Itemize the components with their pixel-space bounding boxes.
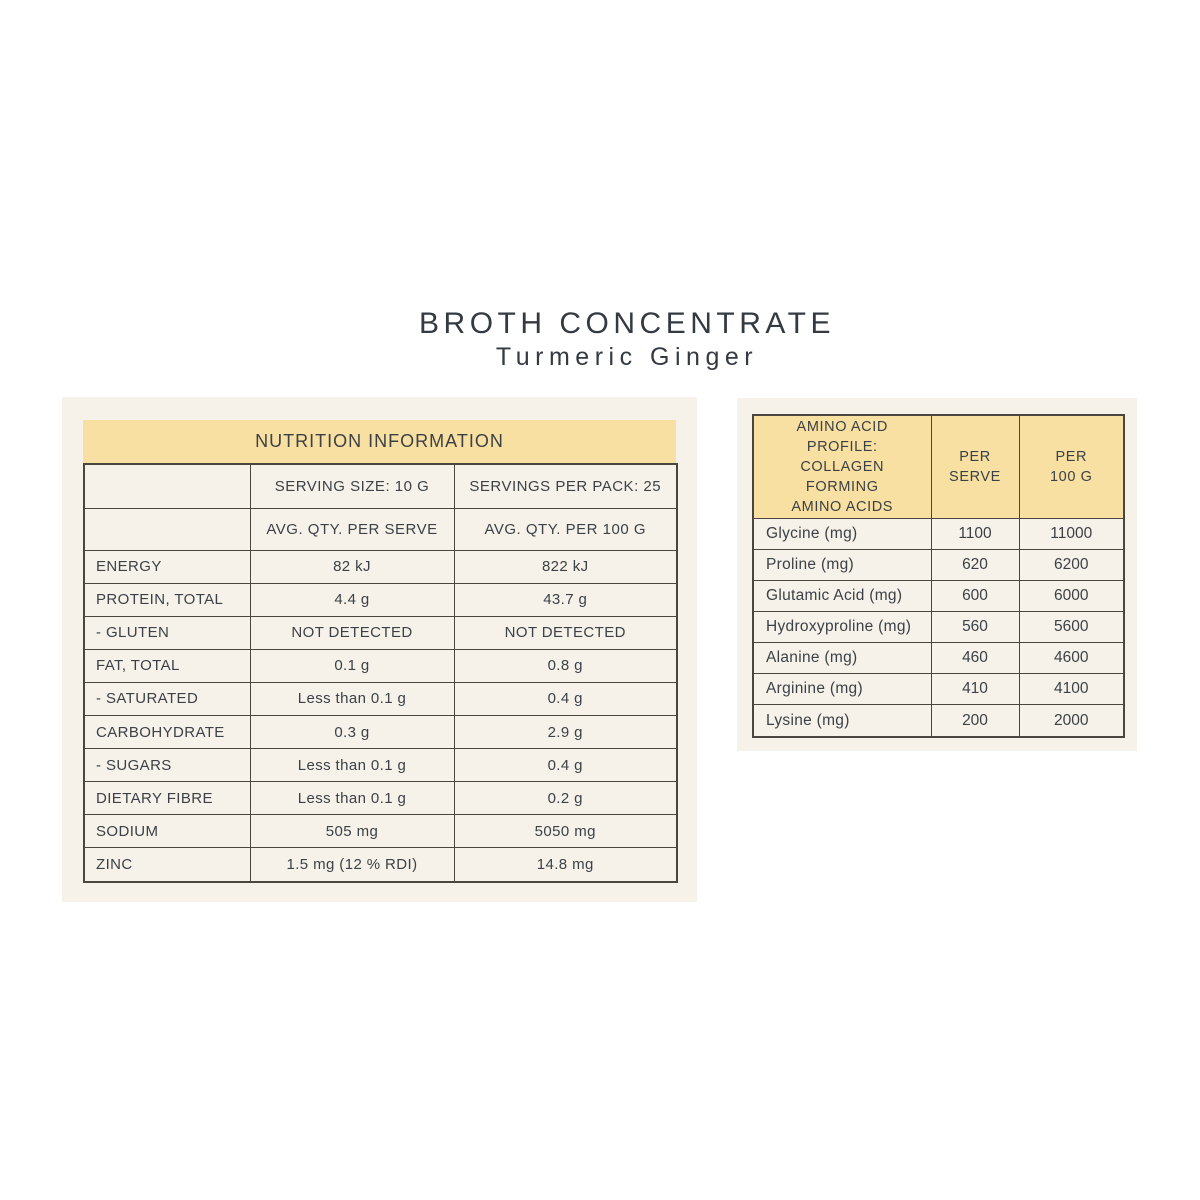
value-per-serve: 4.4 g — [249, 582, 455, 617]
serving-size-cell: SERVING SIZE: 10 G — [249, 463, 455, 509]
nutrition-table: SERVING SIZE: 10 G SERVINGS PER PACK: 25… — [83, 463, 678, 883]
avg-qty-header-row: AVG. QTY. PER SERVE AVG. QTY. PER 100 G — [83, 507, 678, 551]
amino-acid-panel: AMINO ACID PROFILE: COLLAGEN FORMING AMI… — [737, 398, 1137, 751]
header-line: PER — [959, 448, 991, 465]
value-per-serve: 0.3 g — [249, 714, 455, 750]
table-row-protein: PROTEIN, TOTAL 4.4 g 43.7 g — [83, 582, 678, 617]
per-serve-header-cell: PER SERVE — [930, 414, 1020, 519]
serving-header-row: SERVING SIZE: 10 G SERVINGS PER PACK: 25 — [83, 463, 678, 509]
nutrient-label: - SUGARS — [83, 748, 251, 783]
nutrient-label: SODIUM — [83, 814, 251, 849]
value-per-100g: 14.8 mg — [453, 847, 678, 883]
table-row-fat: FAT, TOTAL 0.1 g 0.8 g — [83, 648, 678, 683]
amino-acid-table: AMINO ACID PROFILE: COLLAGEN FORMING AMI… — [752, 414, 1125, 738]
table-row-saturated: - SATURATED Less than 0.1 g 0.4 g — [83, 681, 678, 716]
amino-per-serve: 600 — [930, 579, 1020, 612]
nutrition-table-wrap: NUTRITION INFORMATION SERVING SIZE: 10 G… — [83, 420, 678, 883]
amino-label: Glutamic Acid (mg) — [752, 579, 932, 612]
nutrient-label: CARBOHYDRATE — [83, 714, 251, 750]
nutrient-label: FAT, TOTAL — [83, 648, 251, 683]
table-row-gluten: - GLUTEN NOT DETECTED NOT DETECTED — [83, 615, 678, 650]
value-per-serve: 1.5 mg (12 % RDI) — [249, 847, 455, 883]
value-per-100g: 0.8 g — [453, 648, 678, 683]
empty-cell — [83, 507, 251, 551]
table-row-energy: ENERGY 82 kJ 822 kJ — [83, 549, 678, 584]
table-row-zinc: ZINC 1.5 mg (12 % RDI) 14.8 mg — [83, 847, 678, 883]
amino-per-100g: 4600 — [1018, 642, 1125, 675]
value-per-serve: Less than 0.1 g — [249, 748, 455, 783]
avg-qty-per-100g-cell: AVG. QTY. PER 100 G — [453, 507, 678, 551]
table-row-carbohydrate: CARBOHYDRATE 0.3 g 2.9 g — [83, 714, 678, 750]
value-per-100g: 5050 mg — [453, 814, 678, 849]
table-row-alanine: Alanine (mg) 460 4600 — [752, 642, 1125, 675]
table-row-dietary-fibre: DIETARY FIBRE Less than 0.1 g 0.2 g — [83, 781, 678, 816]
amino-label: Arginine (mg) — [752, 673, 932, 706]
table-row-glycine: Glycine (mg) 1100 11000 — [752, 517, 1125, 550]
value-per-100g: 0.4 g — [453, 681, 678, 716]
amino-per-100g: 11000 — [1018, 517, 1125, 550]
per-100g-header-cell: PER 100 G — [1018, 414, 1125, 519]
amino-per-serve: 1100 — [930, 517, 1020, 550]
amino-per-serve: 560 — [930, 610, 1020, 644]
value-per-100g: 0.4 g — [453, 748, 678, 783]
product-title: BROTH CONCENTRATE — [419, 307, 835, 340]
value-per-serve: 505 mg — [249, 814, 455, 849]
amino-per-serve: 620 — [930, 548, 1020, 581]
amino-label: Lysine (mg) — [752, 704, 932, 738]
amino-per-100g: 6000 — [1018, 579, 1125, 612]
value-per-100g: 822 kJ — [453, 549, 678, 584]
nutrient-label: DIETARY FIBRE — [83, 781, 251, 816]
table-row-hydroxyproline: Hydroxyproline (mg) 560 5600 — [752, 610, 1125, 644]
table-row-sodium: SODIUM 505 mg 5050 mg — [83, 814, 678, 849]
header-line: COLLAGEN — [800, 458, 885, 475]
product-flavour-subtitle: Turmeric Ginger — [495, 343, 759, 371]
amino-per-100g: 4100 — [1018, 673, 1125, 706]
amino-label: Alanine (mg) — [752, 642, 932, 675]
nutrient-label: ENERGY — [83, 549, 251, 584]
nutrient-label: PROTEIN, TOTAL — [83, 582, 251, 617]
amino-label: Proline (mg) — [752, 548, 932, 581]
value-per-100g: 43.7 g — [453, 582, 678, 617]
header-line: PROFILE: — [806, 438, 878, 455]
amino-per-100g: 6200 — [1018, 548, 1125, 581]
table-row-sugars: - SUGARS Less than 0.1 g 0.4 g — [83, 748, 678, 783]
value-per-100g: 0.2 g — [453, 781, 678, 816]
header-line: AMINO ACIDS — [791, 498, 894, 515]
table-row-glutamic-acid: Glutamic Acid (mg) 600 6000 — [752, 579, 1125, 612]
nutrition-information-band: NUTRITION INFORMATION — [83, 420, 676, 463]
amino-per-serve: 200 — [930, 704, 1020, 738]
nutrient-label: - SATURATED — [83, 681, 251, 716]
table-row-arginine: Arginine (mg) 410 4100 — [752, 673, 1125, 706]
value-per-serve: 0.1 g — [249, 648, 455, 683]
nutrient-label: - GLUTEN — [83, 615, 251, 650]
amino-per-serve: 460 — [930, 642, 1020, 675]
nutrition-panel: NUTRITION INFORMATION SERVING SIZE: 10 G… — [62, 397, 697, 902]
value-per-serve: Less than 0.1 g — [249, 681, 455, 716]
value-per-serve: Less than 0.1 g — [249, 781, 455, 816]
table-row-lysine: Lysine (mg) 200 2000 — [752, 704, 1125, 738]
amino-label: Glycine (mg) — [752, 517, 932, 550]
amino-per-serve: 410 — [930, 673, 1020, 706]
header-line: SERVE — [949, 468, 1001, 485]
value-per-serve: 82 kJ — [249, 549, 455, 584]
header-line: 100 G — [1050, 468, 1093, 485]
header-line: AMINO ACID — [796, 418, 888, 435]
amino-per-100g: 5600 — [1018, 610, 1125, 644]
empty-cell — [83, 463, 251, 509]
value-per-serve: NOT DETECTED — [249, 615, 455, 650]
servings-per-pack-cell: SERVINGS PER PACK: 25 — [453, 463, 678, 509]
amino-header-row: AMINO ACID PROFILE: COLLAGEN FORMING AMI… — [752, 414, 1125, 519]
table-row-proline: Proline (mg) 620 6200 — [752, 548, 1125, 581]
nutrient-label: ZINC — [83, 847, 251, 883]
amino-per-100g: 2000 — [1018, 704, 1125, 738]
header-line: FORMING — [805, 478, 879, 495]
value-per-100g: 2.9 g — [453, 714, 678, 750]
avg-qty-per-serve-cell: AVG. QTY. PER SERVE — [249, 507, 455, 551]
amino-profile-header-cell: AMINO ACID PROFILE: COLLAGEN FORMING AMI… — [752, 414, 932, 519]
header-line: PER — [1055, 448, 1088, 465]
value-per-100g: NOT DETECTED — [453, 615, 678, 650]
amino-label: Hydroxyproline (mg) — [752, 610, 932, 644]
